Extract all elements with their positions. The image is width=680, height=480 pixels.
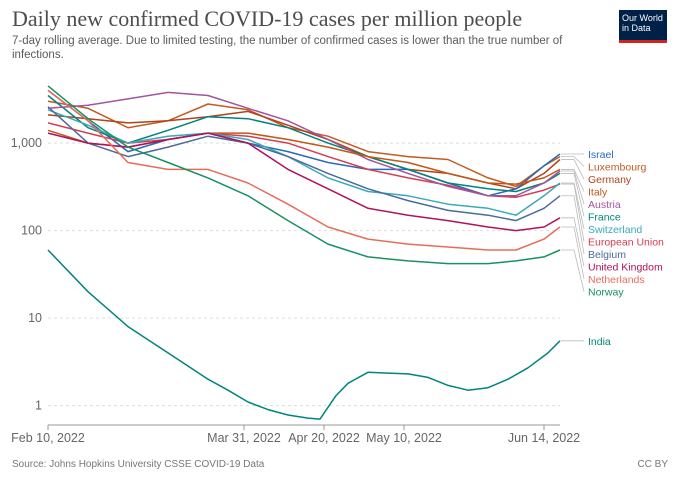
- label-connector: [561, 173, 585, 217]
- series-label-norway[interactable]: Norway: [588, 287, 624, 299]
- owid-logo[interactable]: Our World in Data: [619, 10, 667, 43]
- x-tick-label: Mar 31, 2022: [207, 431, 281, 445]
- logo-line-2: in Data: [622, 23, 651, 33]
- x-tick-label: Feb 10, 2022: [11, 431, 85, 445]
- label-connector: [561, 156, 585, 167]
- label-connector: [561, 159, 585, 180]
- series-label-switzerland[interactable]: Switzerland: [588, 224, 642, 236]
- y-tick-label: 1: [35, 399, 42, 413]
- axes: 1 10 100 1,000 Feb 10, 2022 Mar 31, 2022 Apr 2…: [11, 136, 580, 445]
- label-connector: [561, 249, 585, 292]
- series-line-india[interactable]: [47, 249, 561, 420]
- series-line-france[interactable]: [47, 94, 561, 193]
- series-labels: IsraelLuxembourgGermanyItalyAustriaFranc…: [561, 149, 664, 348]
- series-line-austria[interactable]: [47, 91, 561, 197]
- series-label-netherlands[interactable]: Netherlands: [588, 274, 645, 286]
- logo-line-1: Our World: [622, 13, 663, 23]
- series-label-germany[interactable]: Germany: [588, 174, 632, 186]
- series-line-luxembourg[interactable]: [47, 100, 561, 188]
- series-label-austria[interactable]: Austria: [588, 199, 621, 211]
- chart-title: Daily new confirmed COVID-19 cases per m…: [12, 6, 523, 31]
- label-connector: [561, 170, 585, 205]
- series-label-united-kingdom[interactable]: United Kingdom: [588, 262, 663, 274]
- series-line-norway[interactable]: [47, 85, 561, 265]
- series-label-israel[interactable]: Israel: [588, 149, 614, 161]
- series-label-india[interactable]: India: [588, 336, 611, 348]
- license-note[interactable]: CC BY: [637, 459, 668, 470]
- series-label-luxembourg[interactable]: Luxembourg: [588, 162, 647, 174]
- series-label-italy[interactable]: Italy: [588, 187, 608, 199]
- y-tick-label: 100: [21, 224, 42, 238]
- label-connector: [561, 182, 585, 230]
- series-label-belgium[interactable]: Belgium: [588, 249, 626, 261]
- label-connector: [561, 183, 585, 242]
- chart-subtitle: 7-day rolling average. Due to limited te…: [12, 35, 563, 61]
- label-connector: [561, 226, 585, 280]
- series-line-united-kingdom[interactable]: [47, 132, 561, 232]
- series-line-netherlands[interactable]: [47, 89, 561, 251]
- source-note[interactable]: Source: Johns Hopkins University CSSE CO…: [12, 459, 265, 470]
- label-connector: [561, 217, 585, 267]
- series-line-switzerland[interactable]: [47, 109, 561, 216]
- label-connector: [561, 195, 585, 255]
- series-line-european-union[interactable]: [47, 122, 561, 199]
- series-line-belgium[interactable]: [47, 106, 561, 222]
- series-label-european-union[interactable]: European Union: [588, 237, 664, 249]
- y-tick-label: 1,000: [11, 136, 42, 150]
- series-lines: [47, 85, 561, 420]
- label-connector: [561, 169, 585, 192]
- x-tick-label: Jun 14, 2022: [508, 431, 580, 445]
- y-tick-label: 10: [28, 311, 42, 325]
- series-label-france[interactable]: France: [588, 212, 621, 224]
- x-tick-label: Apr 20, 2022: [288, 431, 360, 445]
- x-tick-label: May 10, 2022: [366, 431, 442, 445]
